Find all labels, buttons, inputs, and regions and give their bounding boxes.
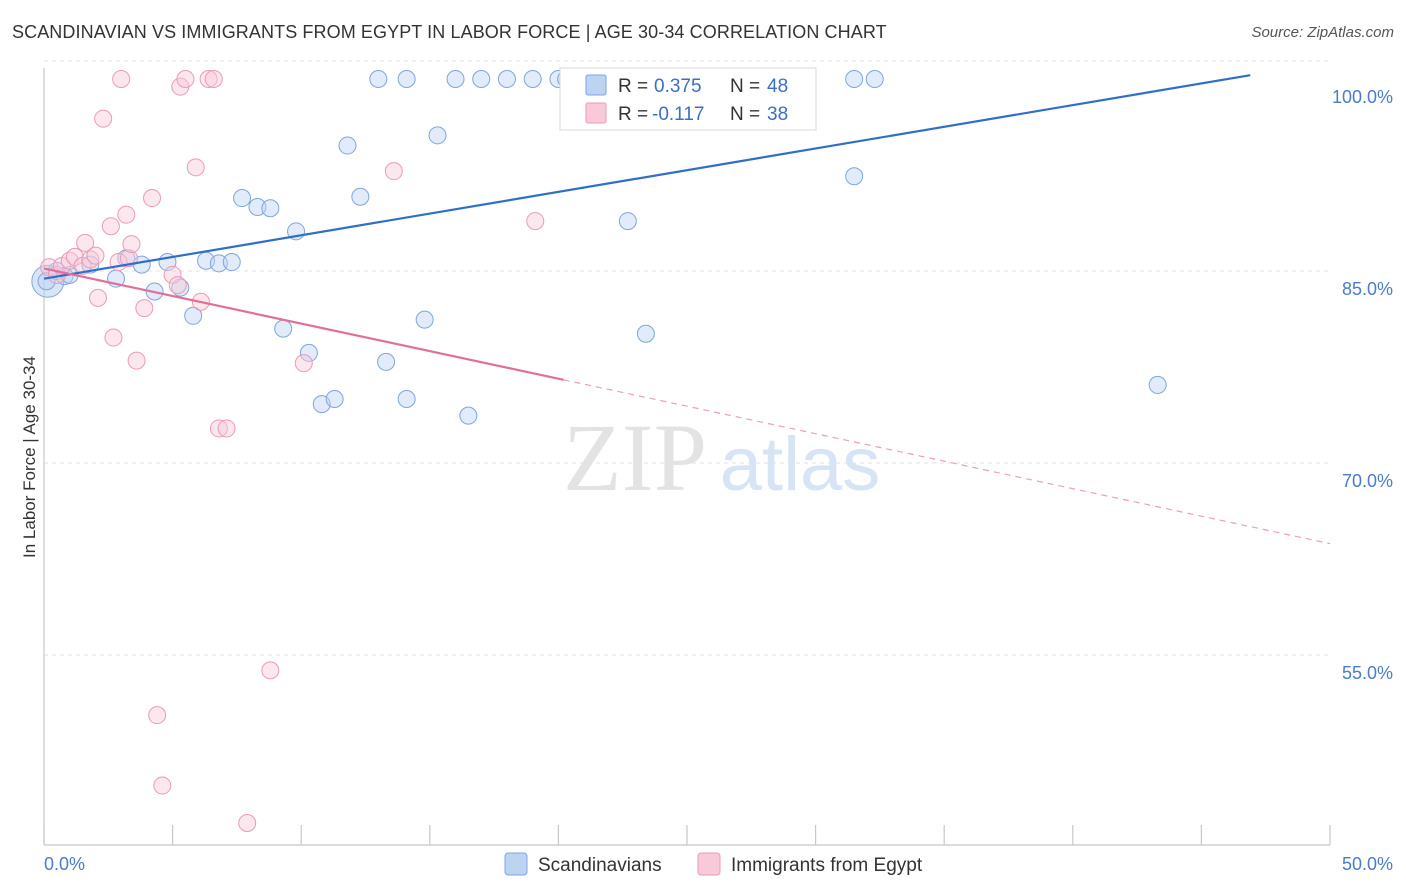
series-egypt-points	[40, 70, 545, 832]
scandinavians-point-19	[274, 319, 293, 338]
watermark-atlas: atlas	[720, 422, 881, 507]
egypt-point-17	[122, 235, 141, 254]
scandinavians-point-32	[459, 406, 478, 425]
egypt-point-19	[135, 299, 154, 318]
scandinavians-point-30	[428, 126, 447, 145]
x-ticks	[43, 825, 1331, 845]
legend-r-label-2: R =	[618, 104, 648, 125]
egypt-point-32	[217, 419, 236, 438]
egypt-point-30	[204, 70, 223, 88]
trend-line-egypt-extrapolated	[563, 379, 1331, 545]
egypt-point-22	[153, 776, 172, 795]
scandinavians-point-44	[845, 70, 864, 88]
egypt-point-16	[119, 249, 138, 268]
egypt-point-33	[238, 814, 257, 832]
y-tick-label-55: 55.0%	[1342, 663, 1393, 683]
scandinavians-point-22	[325, 390, 344, 408]
bottom-legend-swatch-scandinavians	[504, 852, 528, 876]
scandinavians-point-17	[261, 199, 280, 218]
chart-title: SCANDINAVIAN VS IMMIGRANTS FROM EGYPT IN…	[12, 22, 887, 42]
scandinavians-point-33	[472, 70, 491, 88]
gridlines	[44, 60, 1330, 656]
egypt-point-15	[117, 205, 136, 224]
egypt-point-12	[104, 328, 123, 347]
egypt-point-26	[176, 70, 195, 88]
scandinavians-point-16	[248, 198, 267, 216]
egypt-point-36	[384, 162, 403, 181]
scandinavians-point-14	[222, 253, 241, 272]
scandinavians-point-11	[184, 306, 203, 325]
egypt-point-6	[76, 233, 95, 252]
scandinavians-point-35	[523, 70, 542, 88]
scandinavians-point-24	[351, 187, 370, 206]
scandinavians-point-4	[81, 255, 100, 274]
egypt-point-9	[89, 288, 108, 307]
trend-line-egypt	[43, 267, 564, 381]
egypt-point-10	[94, 109, 113, 128]
scandinavians-point-25	[369, 70, 388, 88]
scandinavians-point-13	[209, 254, 228, 273]
legend-swatch-scandinavians	[585, 74, 607, 96]
scandinavians-point-23	[338, 136, 357, 155]
scandinavians-point-20	[299, 343, 318, 362]
scandinavians-point-29	[415, 310, 434, 329]
legend-n-label-2: N =	[730, 104, 760, 125]
x-tick-label-min: 0.0%	[44, 854, 85, 874]
legend-r-value-2: -0.117	[652, 104, 704, 125]
y-tick-label-85: 85.0%	[1342, 279, 1393, 299]
scandinavians-point-40	[636, 324, 655, 343]
egypt-point-27	[186, 158, 205, 177]
bottom-legend-label-egypt: Immigrants from Egypt	[731, 855, 923, 876]
watermark: ZIP atlas	[563, 404, 880, 511]
trend-line-scandinavians	[43, 74, 1251, 280]
bottom-legend-swatch-egypt	[697, 852, 721, 876]
scandinavians-point-47	[1148, 375, 1167, 394]
y-tick-labels: 55.0% 70.0% 85.0% 100.0%	[1332, 87, 1393, 683]
scandinavians-point-27	[397, 70, 416, 88]
y-tick-label-100: 100.0%	[1332, 87, 1393, 107]
scandinavians-point-31	[446, 70, 465, 88]
source-label: Source: ZipAtlas.com	[1251, 24, 1394, 41]
scandinavians-point-28	[397, 390, 416, 408]
bottom-legend-label-scandinavians: Scandinavians	[538, 855, 662, 876]
legend-n-value-2: 38	[767, 104, 788, 125]
watermark-zip: ZIP	[563, 404, 707, 511]
scandinavians-point-45	[845, 167, 864, 186]
egypt-point-14	[112, 70, 131, 88]
egypt-point-31	[209, 419, 228, 438]
scandinavians-point-46	[865, 70, 884, 88]
egypt-point-20	[143, 189, 162, 208]
correlation-legend: R = 0.375 N = 48 R = -0.117 N = 38	[559, 67, 817, 131]
legend-r-value-1: 0.375	[654, 76, 702, 97]
series-legend: Scandinavians Immigrants from Egypt	[504, 852, 923, 876]
legend-n-value-1: 48	[767, 76, 788, 97]
egypt-point-24	[168, 276, 187, 295]
egypt-point-18	[127, 351, 146, 370]
egypt-point-29	[199, 70, 218, 88]
egypt-point-21	[148, 706, 167, 725]
x-tick-label-max: 50.0%	[1342, 854, 1393, 874]
egypt-point-11	[101, 217, 120, 236]
egypt-point-37	[526, 212, 545, 231]
scandinavians-point-15	[233, 189, 252, 208]
scandinavians-point-26	[377, 352, 396, 371]
egypt-point-23	[163, 265, 182, 284]
scandinavians-point-34	[497, 70, 516, 88]
egypt-point-5	[73, 256, 92, 275]
legend-swatch-egypt	[585, 102, 607, 124]
egypt-point-34	[261, 661, 280, 680]
legend-r-label-1: R =	[618, 76, 648, 97]
egypt-point-35	[294, 354, 313, 373]
y-tick-label-70: 70.0%	[1342, 471, 1393, 491]
y-axis-title: In Labor Force | Age 30-34	[20, 356, 39, 558]
egypt-point-8	[86, 246, 105, 265]
scandinavians-point-41	[618, 212, 637, 231]
legend-n-label-1: N =	[730, 76, 760, 97]
